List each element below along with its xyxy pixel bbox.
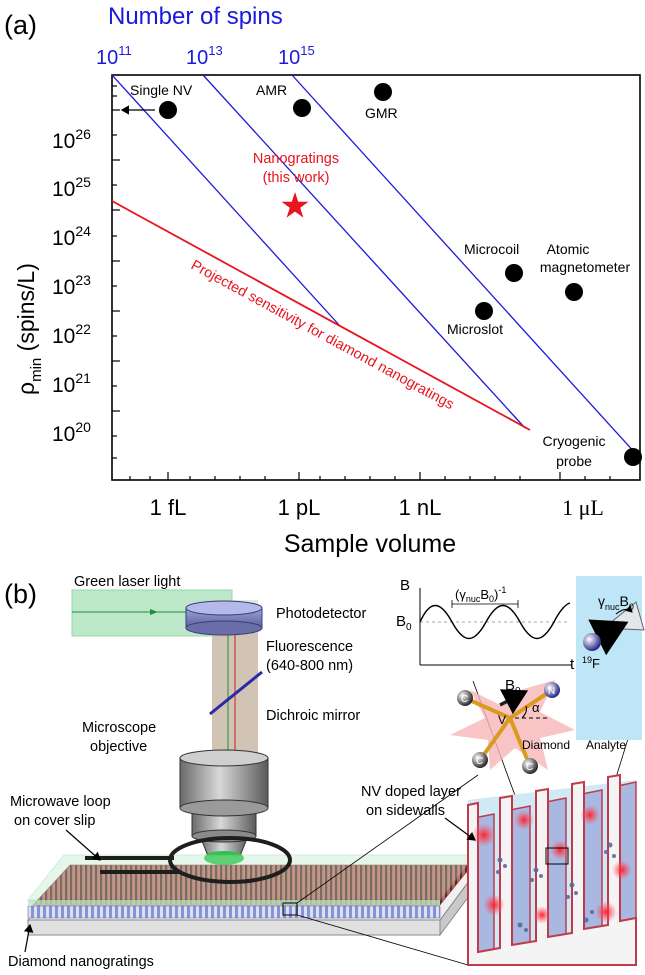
dichroic-label: Dichroic mirror (266, 708, 360, 724)
y-tick-1e22: 1022 (52, 321, 91, 348)
y-tick-1e23: 1023 (52, 272, 91, 299)
microwave-arrow (65, 829, 101, 861)
y-tick-1e21: 1021 (52, 370, 91, 397)
projected-label: Projected sensitivity for diamond nanogr… (188, 257, 456, 413)
nanogratings-label-2: (this work) (263, 170, 330, 186)
top-tick-1e13: 1013 (186, 43, 223, 69)
atom-c-1: C (461, 694, 468, 705)
svg-text:1015: 1015 (278, 43, 315, 69)
label-amr: AMR (256, 82, 287, 98)
top-tick-1e11: 1011 (96, 43, 132, 69)
nanogratings-star-icon (281, 192, 309, 218)
point-atomic (565, 283, 583, 301)
objective-label-2: objective (90, 739, 147, 755)
y-axis-ticks (112, 85, 120, 459)
analyte-box (576, 576, 645, 740)
microwave-label-2: on cover slip (14, 813, 95, 829)
point-microslot (475, 302, 493, 320)
point-gmr (374, 83, 392, 101)
nv-layer-arrow (444, 817, 476, 841)
fluorescence-label-1: Fluorescence (266, 639, 353, 655)
point-microcoil (505, 264, 523, 282)
nv-center-diagram (450, 680, 575, 774)
plot-frame (111, 74, 641, 481)
svg-text:1011: 1011 (96, 43, 132, 69)
microwave-label-1: Microwave loop (10, 794, 111, 810)
photodetector-label: Photodetector (276, 606, 366, 622)
graph-b0-label: B0 (396, 613, 412, 633)
panel-b-label: (b) (4, 579, 37, 609)
spin-line-1e15 (291, 74, 637, 455)
nanogratings-arrow (23, 923, 34, 953)
x-tick-nl: 1 nL (399, 495, 442, 520)
data-points (159, 83, 642, 466)
spin-lines (111, 74, 637, 455)
photodetector (185, 600, 263, 636)
label-cryogenic-2: probe (556, 453, 592, 469)
graph-period-label: (γnucB0)-1 (455, 585, 506, 604)
nanogratings-b-label: Diamond nanogratings (8, 954, 154, 970)
x-tick-pl: 1 pL (278, 495, 321, 520)
panel-a: (a) Number of spins 1011 1013 1015 (4, 3, 642, 558)
label-microslot: Microslot (447, 321, 503, 337)
graph-t-label: t (570, 656, 575, 673)
atom-n: N (548, 686, 555, 697)
top-axis-title: Number of spins (108, 3, 283, 30)
alpha-label: α (532, 700, 540, 715)
nv-layer-label-1: NV doped layer (361, 784, 461, 800)
fluorescence-label-2: (640-800 nm) (266, 658, 353, 674)
dichroic-mirror (209, 670, 263, 716)
x-axis-ticks (129, 472, 611, 480)
label-gmr: GMR (365, 105, 398, 121)
atom-c-2: C (476, 756, 483, 767)
spin-line-1e13 (202, 74, 526, 429)
y-axis-label: ρmin (spins/L) (13, 263, 45, 395)
label-microcoil: Microcoil (464, 241, 519, 257)
analyte-label: Analyte (586, 738, 626, 752)
y-tick-1e26: 1026 (52, 126, 91, 153)
spin-line-1e11 (111, 74, 341, 327)
field-oscillation-graph (419, 588, 572, 666)
point-labels: Single NV AMR GMR Microcoil Atomic magne… (130, 82, 630, 469)
nanogratings-label-1: Nanogratings (253, 151, 339, 167)
green-laser-label: Green laser light (74, 574, 180, 590)
label-atomic-2: magnetometer (540, 259, 631, 275)
atom-c-3: C (526, 762, 533, 773)
vacancy-label: V (498, 713, 506, 727)
top-tick-1e15: 1015 (278, 43, 315, 69)
microscope-objective (179, 749, 269, 865)
gamma-label: γnucB0 (598, 593, 634, 612)
label-single-nv: Single NV (130, 82, 193, 98)
diamond-label: Diamond (522, 738, 570, 752)
nv-b0-label: B0 (505, 677, 521, 697)
label-cryogenic-1: Cryogenic (542, 433, 605, 449)
graph-b-label: B (400, 577, 410, 594)
y-tick-1e25: 1025 (52, 174, 91, 201)
x-axis-label: Sample volume (284, 530, 456, 558)
point-cryogenic (624, 448, 642, 466)
zoomed-grating (467, 773, 637, 966)
panel-b: (b) Photodetector Fluorescence (640-800 … (4, 574, 645, 970)
fluorine-label: 19F (582, 655, 600, 671)
diamond-slab (26, 854, 477, 937)
point-amr (293, 99, 311, 117)
svg-text:1013: 1013 (186, 43, 223, 69)
label-atomic-1: Atomic (547, 241, 590, 257)
objective-label-1: Microscope (82, 720, 156, 736)
y-tick-1e24: 1024 (52, 223, 91, 250)
projected-line (111, 200, 531, 431)
laser-arrow-icon (150, 609, 158, 615)
y-tick-1e20: 1020 (52, 419, 91, 446)
x-tick-fl: 1 fL (150, 495, 187, 520)
nv-layer-label-2: on sidewalls (366, 803, 445, 819)
point-single-nv (159, 101, 177, 119)
y-tick-labels: 1026 1025 1024 1023 1022 1021 1020 (52, 126, 91, 446)
panel-a-label: (a) (4, 10, 37, 40)
x-tick-ul: 1 μL (562, 495, 604, 520)
